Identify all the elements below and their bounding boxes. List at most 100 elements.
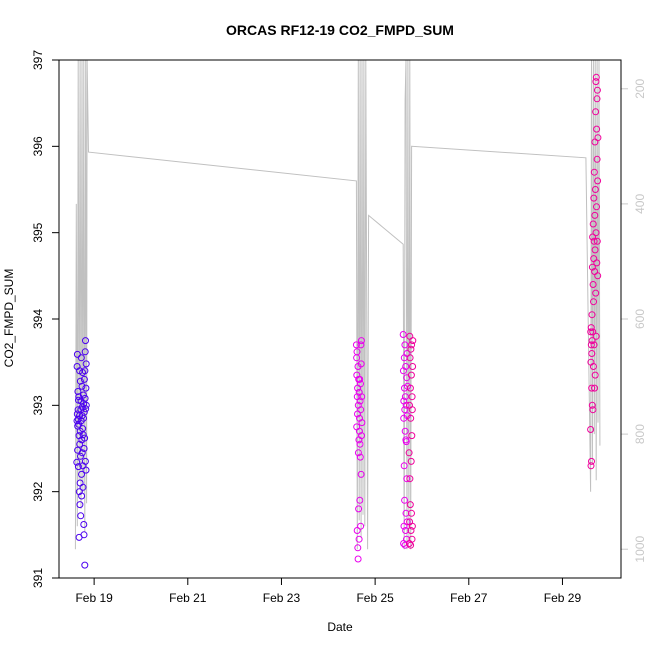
data-point [591, 371, 599, 379]
data-point [76, 501, 84, 509]
data-point [589, 406, 597, 414]
data-point [406, 475, 414, 483]
data-point [76, 440, 84, 448]
chart-title: ORCAS RF12-19 CO2_FMPD_SUM [226, 22, 454, 38]
y-tick-label: 397 [31, 50, 45, 70]
x-tick-label: Feb 19 [75, 591, 113, 605]
data-point [400, 540, 408, 547]
data-point [594, 177, 602, 185]
data-point [591, 384, 598, 392]
data-point [79, 431, 87, 439]
data-point [408, 341, 416, 349]
data-point [77, 452, 84, 460]
y2-tick-label: 600 [633, 309, 647, 329]
x-tick-label: Feb 23 [263, 591, 301, 605]
data-point [407, 371, 415, 379]
data-point [82, 466, 90, 474]
y-tick-label: 395 [31, 222, 45, 242]
x-axis-label: Date [327, 620, 353, 634]
data-point [588, 263, 596, 271]
data-point [357, 341, 365, 349]
data-point [402, 401, 410, 409]
data-point [357, 337, 365, 345]
data-point [81, 394, 89, 402]
data-point [355, 427, 363, 435]
data-point [73, 458, 81, 466]
data-point [591, 186, 599, 193]
data-point [352, 341, 360, 349]
data-point [73, 410, 81, 418]
data-point [593, 203, 600, 211]
data-point [353, 527, 361, 534]
points-layer [73, 73, 602, 569]
data-point [357, 406, 365, 414]
data-point [408, 535, 416, 543]
data-point [400, 462, 408, 470]
data-point [405, 449, 413, 457]
data-point [403, 518, 411, 526]
data-point [80, 521, 88, 528]
data-point [589, 363, 597, 370]
data-point [81, 457, 89, 465]
y-tick-label: 392 [31, 481, 45, 501]
data-point [588, 311, 596, 319]
data-point [587, 462, 595, 470]
data-point [80, 375, 88, 383]
data-point [593, 259, 601, 267]
data-point [587, 324, 595, 332]
data-point [80, 445, 88, 452]
data-point [588, 337, 596, 345]
data-point [79, 483, 87, 491]
pressure-line [74, 60, 601, 550]
data-point [79, 391, 87, 399]
data-point [408, 522, 416, 530]
data-point [353, 348, 361, 356]
data-point [589, 233, 597, 241]
data-point [592, 108, 600, 116]
data-point [408, 432, 416, 440]
y2-tick-label: 400 [633, 194, 647, 214]
data-point [593, 95, 601, 103]
data-point [589, 220, 597, 228]
data-point [401, 393, 409, 401]
y-tick-label: 391 [31, 568, 45, 588]
data-point [354, 555, 362, 563]
data-point [74, 463, 82, 471]
data-point [588, 384, 596, 392]
data-point [594, 134, 602, 142]
data-point [354, 544, 362, 552]
data-point [399, 331, 407, 338]
data-point [406, 384, 414, 392]
y-tick-label: 393 [31, 395, 45, 415]
x-tick-label: Feb 25 [356, 591, 394, 605]
data-point [356, 440, 364, 448]
data-point [407, 457, 415, 465]
data-point [75, 393, 83, 401]
data-point [78, 492, 86, 500]
data-point [356, 397, 364, 405]
data-point [73, 350, 81, 358]
data-point [78, 470, 85, 478]
data-point [408, 406, 416, 414]
data-point [357, 470, 365, 478]
data-point [82, 384, 90, 392]
x-tick-label: Feb 27 [450, 591, 488, 605]
data-point [407, 527, 415, 534]
data-point [357, 360, 365, 368]
data-point [593, 86, 601, 94]
y-axis-label: CO2_FMPD_SUM [2, 269, 16, 368]
data-point [591, 246, 599, 254]
y2-tick-label: 200 [633, 78, 647, 98]
y2-tick-label: 800 [633, 424, 647, 444]
data-point [80, 531, 88, 539]
data-point [408, 509, 415, 517]
axes-layer: Feb 19 Feb 21 Feb 23 Feb 25 Feb 27 Feb 29 391 3… [31, 50, 647, 605]
data-point [82, 405, 90, 413]
y2-tick-label: 1000 [633, 536, 647, 563]
data-point [587, 426, 595, 433]
data-point [589, 281, 597, 288]
pressure-layer [74, 60, 601, 550]
data-point [594, 272, 602, 280]
